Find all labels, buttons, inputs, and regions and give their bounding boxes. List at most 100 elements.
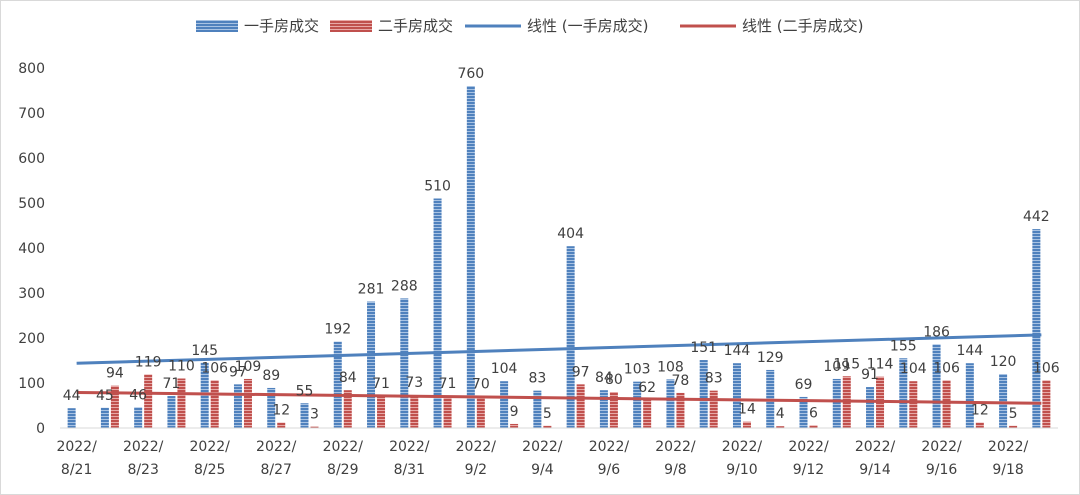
x-tick-label-year: 2022/: [323, 439, 364, 455]
y-axis: 0 100 200 300 400 500 600 700 800: [18, 61, 45, 437]
y-tick-label: 200: [18, 331, 45, 347]
bar-resale-home: [210, 380, 219, 428]
legend-swatch: [196, 20, 238, 32]
data-label-new-home: 144: [724, 343, 751, 359]
x-tick-label-date: 8/25: [194, 462, 225, 478]
x-tick-label-year: 2022/: [389, 439, 430, 455]
bar-resale-home: [377, 396, 386, 428]
bar-new-home: [732, 363, 741, 428]
bar-new-home: [433, 198, 442, 428]
data-label-new-home: 144: [956, 343, 983, 359]
data-label-resale-home: 78: [672, 373, 690, 389]
bar-new-home: [866, 387, 875, 428]
legend-swatch: [330, 20, 372, 32]
x-tick-label-date: 9/18: [992, 462, 1023, 478]
data-label-resale-home: 70: [472, 377, 490, 393]
data-label-resale-home: 106: [933, 360, 960, 376]
bar-new-home: [699, 360, 708, 428]
data-label-new-home: 97: [229, 364, 247, 380]
bar-new-home: [100, 407, 109, 428]
bar-new-home: [267, 387, 276, 428]
bar-new-home: [500, 381, 509, 428]
bar-resale-home: [343, 390, 352, 428]
bar-new-home: [333, 341, 342, 428]
trendlines: [76, 333, 1042, 405]
x-tick-label-year: 2022/: [522, 439, 563, 455]
bar-resale-home: [576, 384, 585, 428]
data-label-resale-home: 4: [776, 406, 785, 422]
bar-new-home: [899, 358, 908, 428]
x-tick-label-date: 9/16: [926, 462, 958, 478]
bar-new-home: [167, 396, 176, 428]
data-label-resale-home: 115: [833, 356, 860, 372]
trendline-new-home: [76, 333, 1042, 365]
data-label-resale-home: 62: [638, 380, 656, 396]
bar-new-home: [367, 301, 376, 428]
x-tick-label-date: 9/2: [465, 462, 488, 478]
data-label-new-home: 83: [528, 371, 546, 387]
legend-label: 线性 (一手房成交): [527, 17, 648, 35]
data-label-new-home: 46: [129, 387, 147, 403]
bar-new-home: [466, 86, 475, 428]
data-label-resale-home: 97: [572, 364, 590, 380]
bar-new-home: [965, 363, 974, 428]
y-tick-label: 400: [18, 241, 45, 257]
x-tick-label-date: 9/12: [793, 462, 824, 478]
x-tick-label-year: 2022/: [788, 439, 829, 455]
data-label-resale-home: 14: [738, 402, 756, 418]
bar-resale-home: [609, 392, 618, 428]
trendline-resale-home: [76, 390, 1042, 405]
data-label-resale-home: 106: [1033, 360, 1060, 376]
legend-label: 线性 (二手房成交): [742, 17, 863, 35]
bar-new-home: [400, 298, 409, 428]
data-label-new-home: 89: [262, 368, 280, 384]
x-tick-label-date: 9/4: [531, 462, 554, 478]
bar-resale-home: [110, 385, 119, 428]
bar-resale-home: [776, 426, 785, 428]
x-tick-label-year: 2022/: [589, 439, 630, 455]
data-label-resale-home: 83: [705, 371, 723, 387]
data-label-new-home: 145: [191, 343, 218, 359]
data-label-resale-home: 109: [235, 359, 262, 375]
x-tick-label-date: 9/10: [726, 462, 757, 478]
bar-resale-home: [177, 378, 186, 428]
data-label-new-home: 186: [923, 324, 950, 340]
data-label-resale-home: 84: [339, 370, 357, 386]
data-label-resale-home: 114: [867, 357, 894, 373]
bar-new-home: [300, 403, 309, 428]
bar-new-home: [666, 379, 675, 428]
data-label-resale-home: 104: [900, 361, 927, 377]
data-label-resale-home: 119: [135, 354, 162, 370]
data-label-new-home: 760: [457, 66, 484, 82]
data-label-new-home: 442: [1023, 209, 1050, 225]
data-label-resale-home: 71: [439, 376, 457, 392]
bar-resale-home: [277, 422, 286, 428]
bar-new-home: [633, 381, 642, 428]
x-tick-label-year: 2022/: [855, 439, 896, 455]
data-label-new-home: 103: [624, 362, 651, 378]
x-tick-label-year: 2022/: [722, 439, 763, 455]
bar-resale-home: [1042, 380, 1051, 428]
x-tick-label-year: 2022/: [123, 439, 164, 455]
bar-new-home: [932, 344, 941, 428]
data-label-resale-home: 12: [272, 403, 290, 419]
x-tick-label-year: 2022/: [655, 439, 696, 455]
x-tick-label-year: 2022/: [988, 439, 1029, 455]
x-tick-label-year: 2022/: [921, 439, 962, 455]
data-label-new-home: 44: [63, 388, 81, 404]
data-label-new-home: 192: [324, 322, 351, 338]
bar-new-home: [566, 246, 575, 428]
y-tick-label: 500: [18, 196, 45, 212]
bar-new-home: [233, 384, 242, 428]
y-tick-label: 300: [18, 286, 45, 302]
data-label-resale-home: 71: [372, 376, 390, 392]
legend-label: 二手房成交: [378, 17, 453, 35]
legend-item-trend-resale-home: 线性 (二手房成交): [680, 17, 863, 35]
x-tick-label-year: 2022/: [56, 439, 97, 455]
bar-resale-home: [942, 380, 951, 428]
bar-new-home: [134, 407, 143, 428]
data-label-resale-home: 94: [106, 366, 124, 382]
data-label-resale-home: 9: [510, 404, 519, 420]
y-tick-label: 0: [36, 421, 45, 437]
